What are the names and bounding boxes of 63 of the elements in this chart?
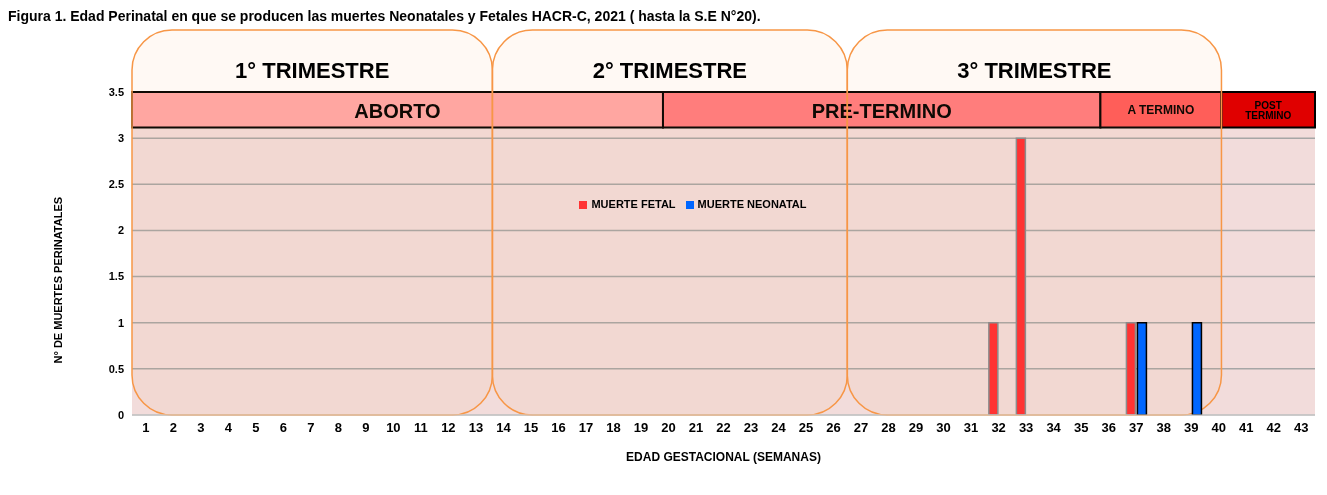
x-tick-label: 28: [881, 420, 896, 436]
x-tick-label: 16: [551, 420, 566, 436]
x-tick-label: 19: [633, 420, 649, 436]
x-tick-label: 6: [279, 420, 287, 436]
x-tick-label: 24: [771, 420, 787, 436]
x-tick-label: 10: [386, 420, 401, 436]
y-tick-label: 0.5: [108, 362, 124, 375]
x-tick-label: 25: [798, 420, 814, 436]
legend-label: MUERTE FETAL: [591, 198, 676, 210]
band-label: 1° TRIMESTRE: [235, 58, 390, 83]
x-tick-label: 8: [334, 420, 342, 436]
y-tick-label: 3: [117, 132, 124, 145]
x-tick-label: 5: [252, 420, 260, 436]
y-tick-label: 1.5: [108, 270, 124, 283]
x-tick-label: 37: [1128, 420, 1144, 436]
x-tick-label: 20: [661, 420, 676, 436]
x-tick-label: 41: [1238, 420, 1254, 436]
y-axis-title: N° DE MUERTES PERINATALES: [51, 196, 64, 364]
x-tick-label: 11: [414, 420, 428, 436]
x-tick-label: 30: [936, 420, 951, 436]
band-label: ABORTO: [354, 99, 441, 122]
band-label: POST TERMINO: [1245, 99, 1292, 121]
x-tick-label: 27: [853, 420, 869, 436]
x-tick-label: 7: [307, 420, 315, 436]
x-tick-label: 14: [496, 420, 512, 436]
x-tick-label: 12: [441, 420, 456, 436]
x-tick-label: 31: [963, 420, 979, 436]
x-tick-label: 32: [991, 420, 1006, 436]
x-tick-label: 4: [224, 420, 233, 436]
x-tick-label: 33: [1018, 420, 1034, 436]
x-tick-label: 38: [1156, 420, 1171, 436]
x-tick-label: 40: [1211, 420, 1226, 436]
x-tick-label: 29: [908, 420, 924, 436]
y-tick-label: 0: [117, 408, 124, 421]
x-tick-label: 2: [169, 420, 177, 436]
x-tick-label: 15: [523, 420, 539, 436]
x-tick-label: 26: [826, 420, 841, 436]
x-tick-label: 36: [1101, 420, 1116, 436]
x-tick-label: 3: [197, 420, 205, 436]
x-tick-label: 43: [1294, 420, 1309, 436]
x-tick-label: 39: [1183, 420, 1199, 436]
x-tick-label: 42: [1266, 420, 1281, 436]
x-axis-title: EDAD GESTACIONAL (SEMANAS): [626, 450, 821, 464]
band-label: A TERMINO: [1127, 102, 1195, 117]
band-label: 3° TRIMESTRE: [957, 58, 1112, 83]
x-tick-label: 21: [688, 420, 704, 436]
y-tick-label: 1: [117, 316, 124, 329]
x-tick-label: 23: [743, 420, 759, 436]
x-tick-label: 22: [716, 420, 731, 436]
x-tick-label: 18: [606, 420, 621, 436]
band-label: PRE-TERMINO: [811, 99, 952, 122]
y-tick-label: 2: [117, 224, 124, 237]
x-tick-label: 17: [578, 420, 594, 436]
y-tick-label: 3.5: [108, 85, 124, 98]
y-tick-label: 2.5: [108, 178, 124, 191]
x-tick-label: 34: [1046, 420, 1062, 436]
legend-label: MUERTE NEONATAL: [697, 198, 807, 210]
x-tick-label: 9: [362, 420, 370, 436]
band-label: 2° TRIMESTRE: [592, 58, 747, 83]
x-tick-label: 13: [468, 420, 484, 436]
x-tick-label: 1: [142, 420, 150, 436]
chart-title: Figura 1. Edad Perinatal en que se producen las muertes Neonatales y Fetales HACR-C, 2021 ( hasta la S.E N°20).: [8, 8, 761, 24]
x-tick-label: 35: [1073, 420, 1089, 436]
